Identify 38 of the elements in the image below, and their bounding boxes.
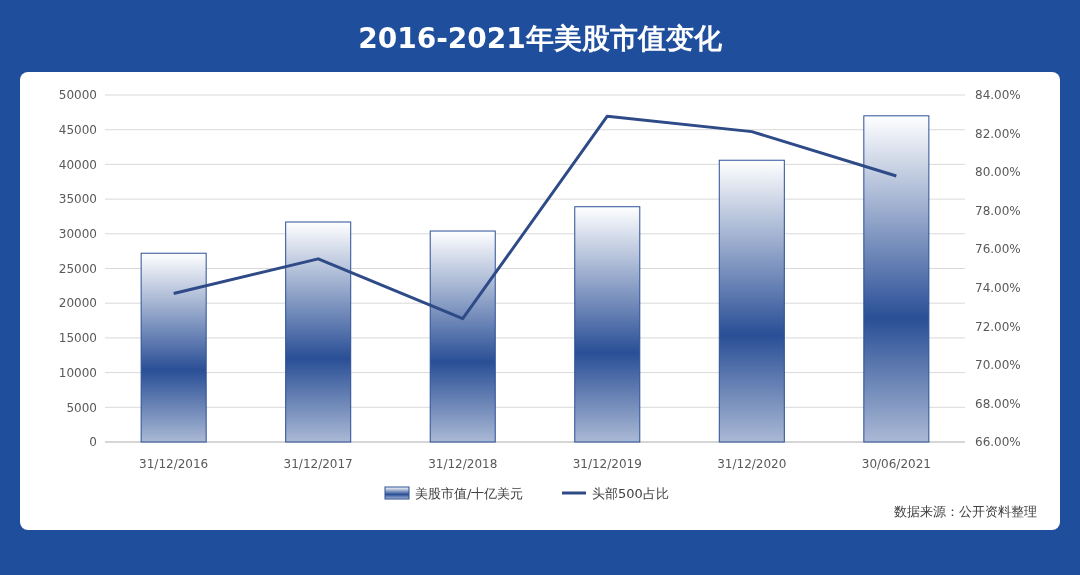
y2-tick-label: 66.00% [975,435,1021,450]
bar [140,252,207,443]
bar [429,230,496,443]
y-tick-label: 25000 [58,261,97,276]
line-series [172,114,898,321]
x-tick-label: 31/12/2017 [283,457,353,471]
y2-tick-label: 70.00% [975,358,1021,373]
y-tick-label: 5000 [66,400,97,415]
y2-tick-label: 78.00% [975,203,1021,218]
chart-title: 2016-2021年美股市值变化 [358,22,723,55]
source-note: 数据来源：公开资料整理 [894,504,1037,519]
y-tick-label: 35000 [58,192,97,207]
x-tick-label: 31/12/2020 [717,457,787,471]
x-tick-label: 31/12/2018 [428,457,498,471]
bar [285,221,352,443]
y-tick-label: 50000 [58,88,97,103]
y2-tick-label: 74.00% [975,280,1021,295]
y2-tick-label: 76.00% [975,242,1021,257]
y2-tick-label: 84.00% [975,88,1021,103]
x-tick-label: 31/12/2016 [139,457,209,471]
legend-label: 头部500占比 [592,485,669,501]
y2-tick-label: 80.00% [975,165,1021,180]
y-tick-label: 30000 [58,227,97,241]
y-tick-label: 15000 [58,331,97,346]
y-tick-label: 20000 [58,296,97,311]
x-tick-label: 30/06/2021 [861,457,931,471]
y-tick-label: 10000 [58,365,97,380]
x-tick-label: 31/12/2019 [572,457,642,471]
bar [718,159,785,443]
bar [863,115,930,443]
y-tick-label: 0 [89,435,97,450]
y-tick-label: 40000 [58,157,97,172]
legend-label: 美股市值/十亿美元 [415,485,524,501]
y2-tick-label: 72.00% [975,319,1021,334]
bar [574,206,641,443]
y-tick-label: 45000 [58,122,97,137]
y2-tick-label: 82.00% [975,126,1021,141]
y2-tick-label: 68.00% [975,396,1021,411]
